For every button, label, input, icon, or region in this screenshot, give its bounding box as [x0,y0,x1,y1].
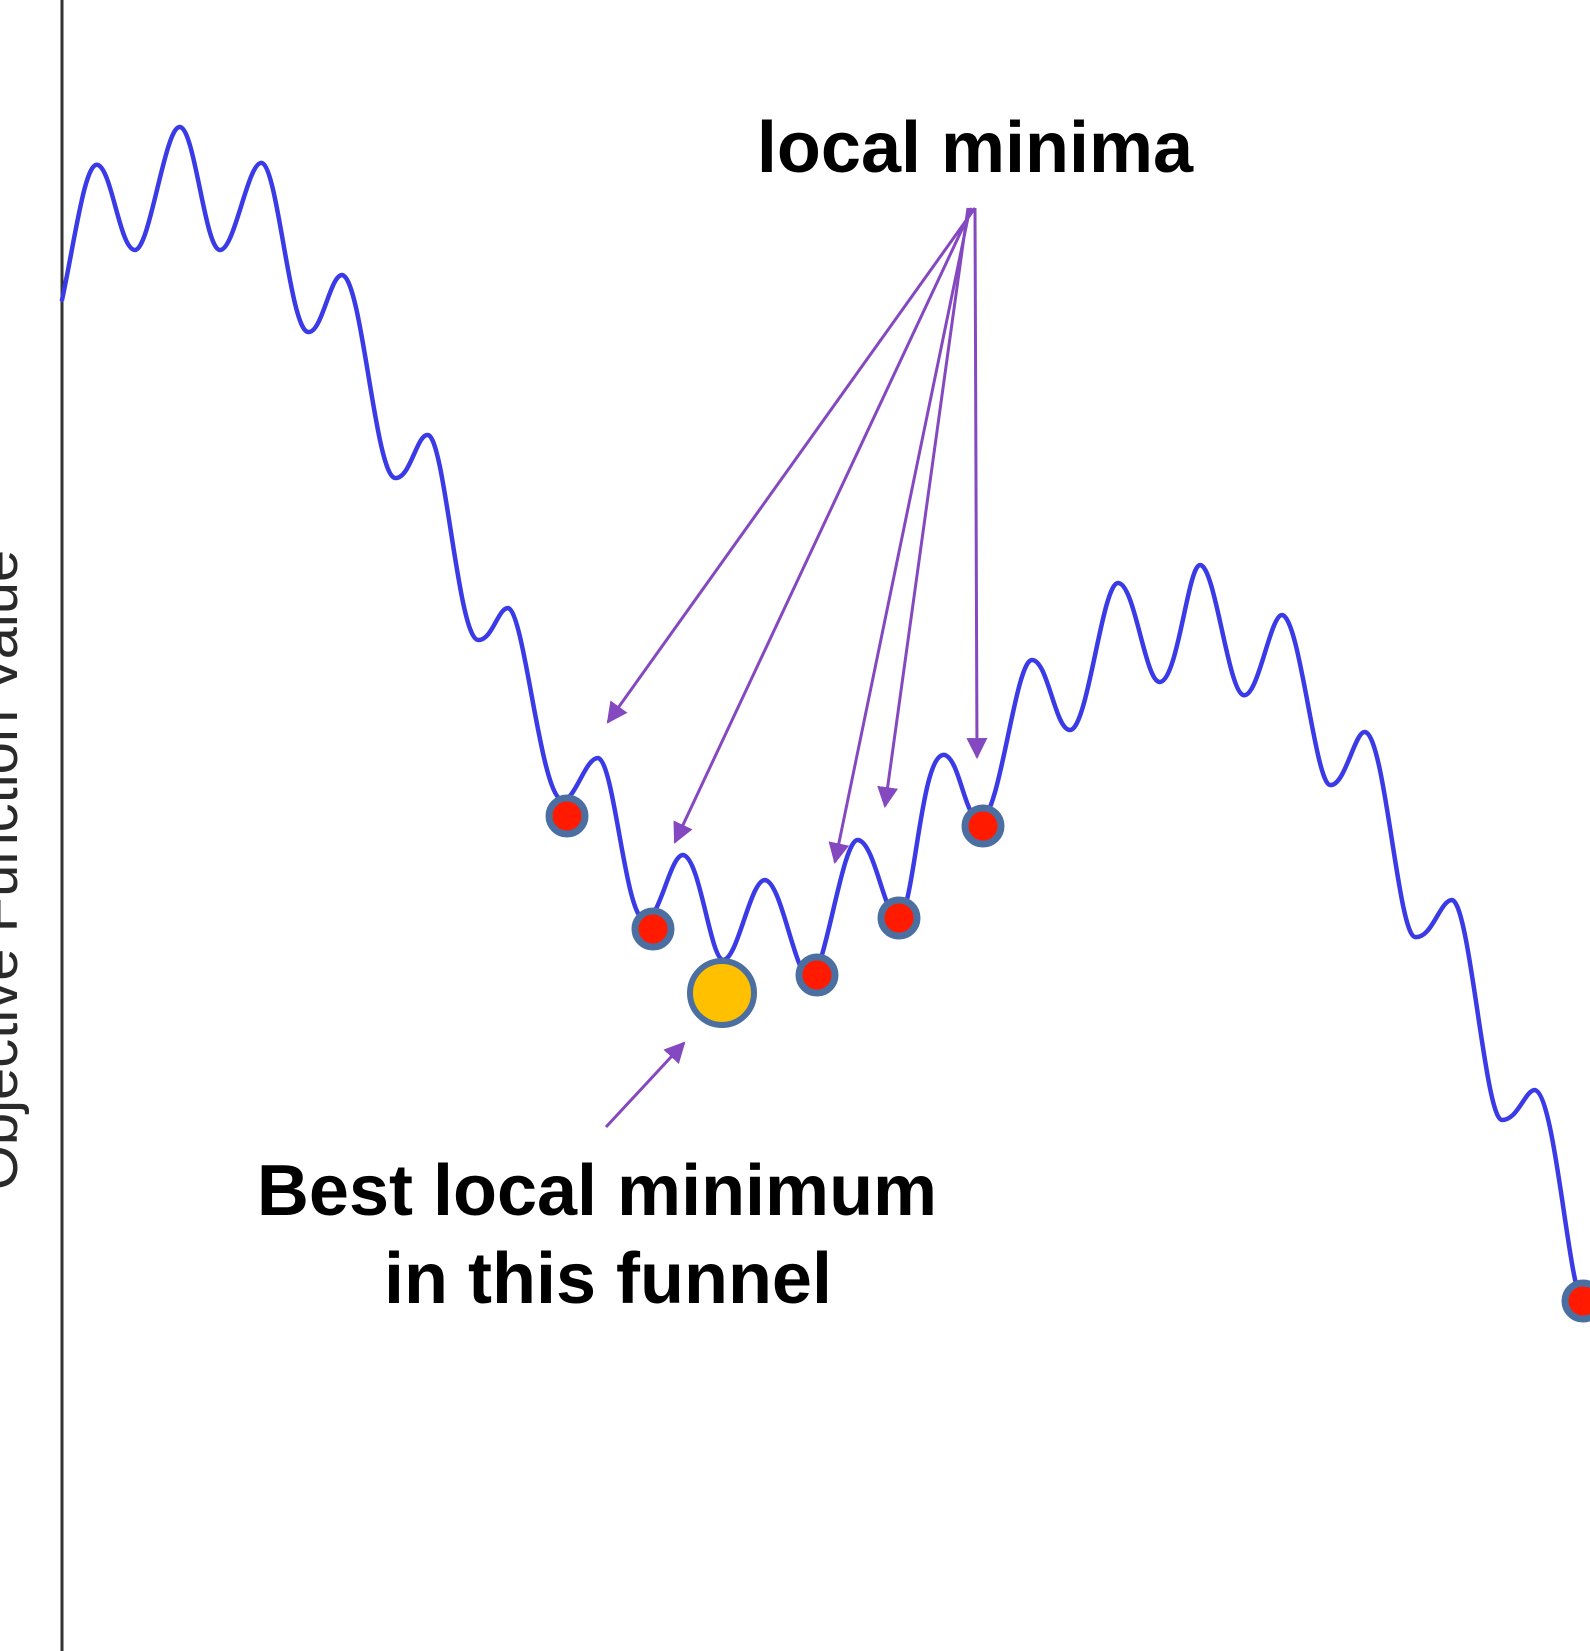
y-axis-title: Objective Function Value [0,550,30,1191]
local-minimum-marker [1561,1279,1590,1323]
arrow-to-minimum-1 [606,207,977,724]
local-minimum-marker [795,953,839,997]
arrow-to-minimum-5 [966,207,988,760]
local-minima-markers [545,794,1590,1323]
best-minimum-label-line1: Best local minimum [257,1151,937,1231]
arrow-to-best-minimum [604,1041,686,1129]
arrow-to-minimum-3 [828,207,972,865]
local-minima-arrows [604,207,988,1129]
local-minima-label: local minima [757,108,1194,188]
local-minimum-marker [545,794,589,838]
arrow-to-minimum-4 [877,207,970,809]
local-minimum-marker [961,804,1005,848]
arrow-to-minimum-2 [673,207,974,844]
local-minimum-marker [631,907,675,951]
objective-curve [59,124,1590,1308]
best-minimum-label-line2: in this funnel [384,1239,832,1319]
best-local-minimum-marker [687,958,757,1028]
local-minimum-marker [877,896,921,940]
